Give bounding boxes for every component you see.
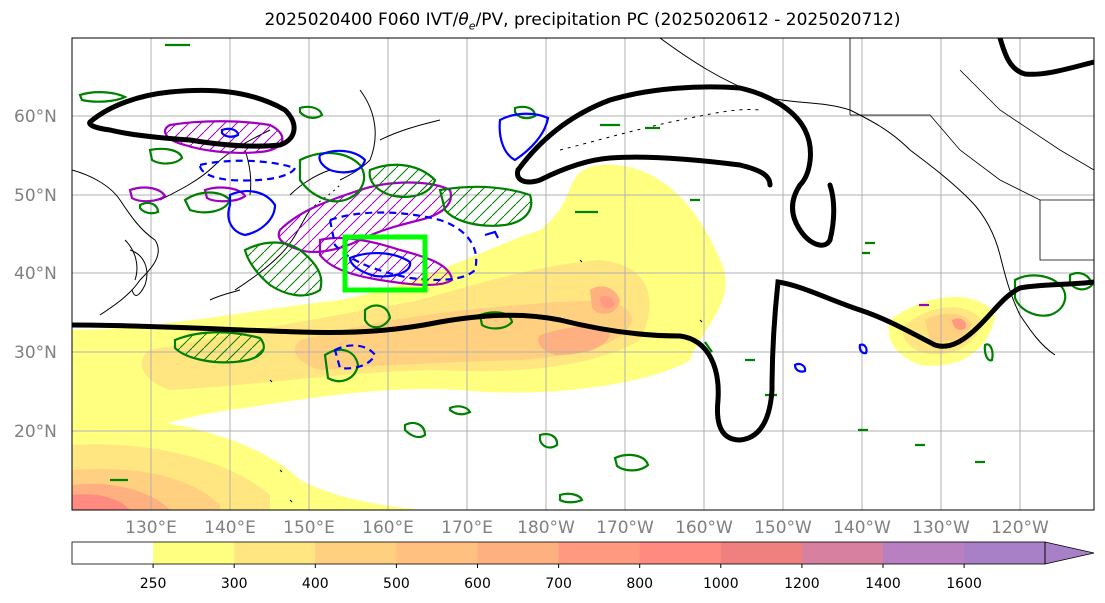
- lat-label-30n: 30°N: [14, 343, 57, 363]
- colorbar-tick-label: 250: [140, 576, 167, 592]
- lon-label-130w: 130°W: [912, 518, 970, 538]
- lon-label-120w: 120°W: [991, 518, 1049, 538]
- longitude-labels: 130°E 140°E 150°E 160°E 170°E 180°W 170°…: [125, 518, 1049, 538]
- colorbar-segment: [801, 542, 884, 564]
- colorbar: 250 300 400 500 600 700 800 1000 1200 1400 1600: [71, 541, 1095, 592]
- kuril-chain: [309, 184, 341, 211]
- alaska-coast: [659, 38, 971, 201]
- colorbar-segment: [964, 542, 1046, 564]
- colorbar-tick-label: 700: [545, 576, 572, 592]
- borders: [849, 38, 1094, 261]
- colorbar-tick-label: 1600: [946, 576, 982, 592]
- colorbar-extension: [1044, 541, 1095, 565]
- target-region-box: [342, 234, 428, 293]
- colorbar-segment: [315, 542, 397, 564]
- colorbar-segment: [477, 542, 560, 564]
- ocean-islands: [269, 259, 703, 503]
- figure-title: 2025020400 F060 IVT/θe/PV, precipitation…: [264, 10, 901, 33]
- ivt-contour: [72, 38, 1094, 443]
- lat-label-60n: 60°N: [14, 107, 57, 127]
- colorbar-tick-label: 1200: [784, 576, 820, 592]
- colorbar-tick-label: 600: [464, 576, 491, 592]
- map-frame: [71, 37, 1095, 511]
- gridlines: [72, 38, 1094, 510]
- colorbar-segment: [396, 542, 478, 564]
- colorbar-tick-label: 400: [302, 576, 329, 592]
- colorbar-segment: [72, 542, 154, 564]
- lon-label-170e: 170°E: [441, 518, 493, 538]
- latitude-labels: 60°N 50°N 40°N 30°N 20°N: [14, 107, 57, 442]
- colorbar-tick-label: 800: [626, 576, 653, 592]
- colorbar-tick-label: 300: [221, 576, 248, 592]
- ivt-band-700-east: [952, 318, 967, 330]
- lon-label-160w: 160°W: [675, 518, 733, 538]
- aleutians: [559, 109, 761, 151]
- lon-label-170w: 170°W: [596, 518, 654, 538]
- colorbar-tick-label: 500: [383, 576, 410, 592]
- ivt-band-700: [600, 296, 615, 309]
- colorbar-segment: [883, 542, 965, 564]
- lon-label-150e: 150°E: [283, 518, 335, 538]
- colorbar-segment: [639, 542, 722, 564]
- colorbar-ticks: 250 300 400 500 600 700 800 1000 1200 1400 1600: [140, 564, 982, 592]
- theta-e-contours: [78, 43, 1094, 504]
- colorbar-segment: [720, 542, 803, 564]
- ivt-shading: [72, 164, 995, 510]
- lat-label-50n: 50°N: [14, 186, 57, 206]
- colorbar-segment: [153, 542, 235, 564]
- colorbar-tick-label: 1400: [865, 576, 901, 592]
- kamchatka: [339, 89, 441, 181]
- ivt-band-500: [538, 326, 610, 355]
- colorbar-segment: [558, 542, 641, 564]
- lon-label-140e: 140°E: [204, 518, 256, 538]
- pv-contours: [128, 120, 929, 307]
- colorbar-segments: [72, 542, 1046, 564]
- lon-label-150w: 150°W: [754, 518, 812, 538]
- na-west-coast: [969, 199, 1056, 356]
- lon-label-160e: 160°E: [362, 518, 414, 538]
- lat-label-20n: 20°N: [14, 422, 57, 442]
- lat-label-40n: 40°N: [14, 264, 57, 284]
- map-area: [72, 38, 1094, 510]
- lon-label-140w: 140°W: [833, 518, 891, 538]
- ivt-band-700-south: [72, 494, 130, 510]
- lon-label-130e: 130°E: [125, 518, 177, 538]
- lon-label-180w: 180°W: [517, 518, 575, 538]
- colorbar-tick-label: 1000: [703, 576, 739, 592]
- korea: [129, 249, 148, 296]
- precip-pc-contours: [198, 112, 868, 373]
- colorbar-segment: [234, 542, 316, 564]
